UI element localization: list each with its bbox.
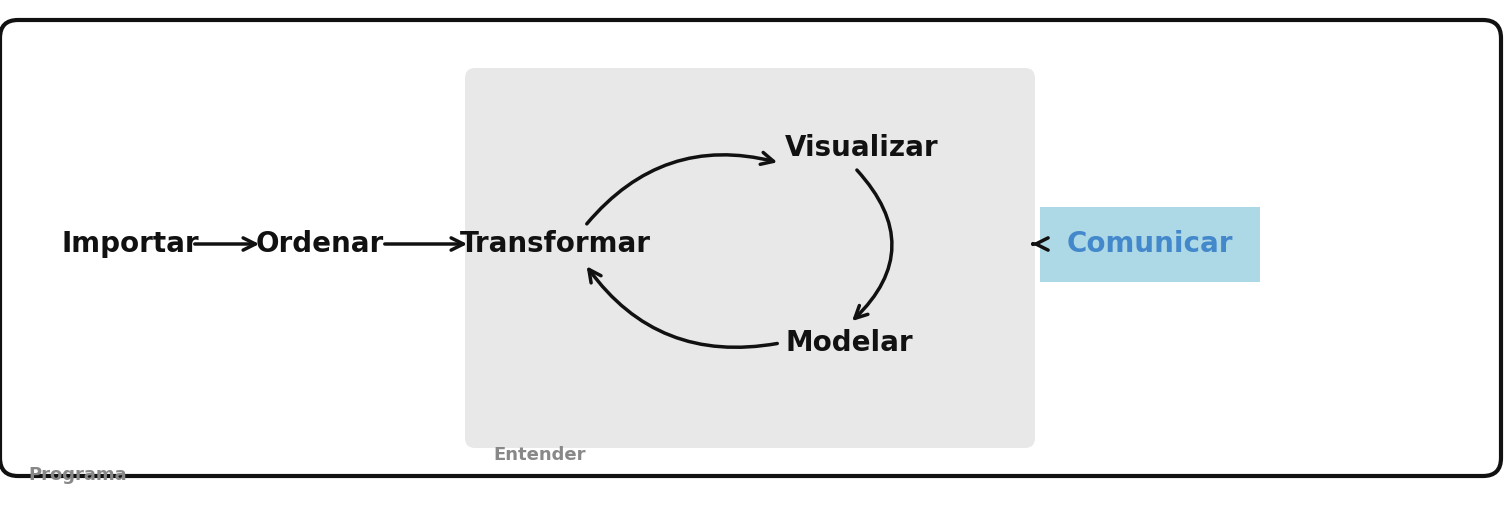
Text: Programa: Programa [29, 466, 126, 484]
Text: Entender: Entender [493, 446, 585, 464]
Text: Importar: Importar [62, 230, 199, 258]
Text: Modelar: Modelar [785, 329, 913, 357]
Text: Ordenar: Ordenar [256, 230, 384, 258]
Text: Comunicar: Comunicar [1066, 230, 1233, 258]
Text: Visualizar: Visualizar [785, 134, 938, 162]
FancyBboxPatch shape [465, 68, 1035, 448]
FancyBboxPatch shape [1039, 206, 1260, 281]
FancyBboxPatch shape [0, 20, 1501, 476]
Text: Transformar: Transformar [460, 230, 651, 258]
